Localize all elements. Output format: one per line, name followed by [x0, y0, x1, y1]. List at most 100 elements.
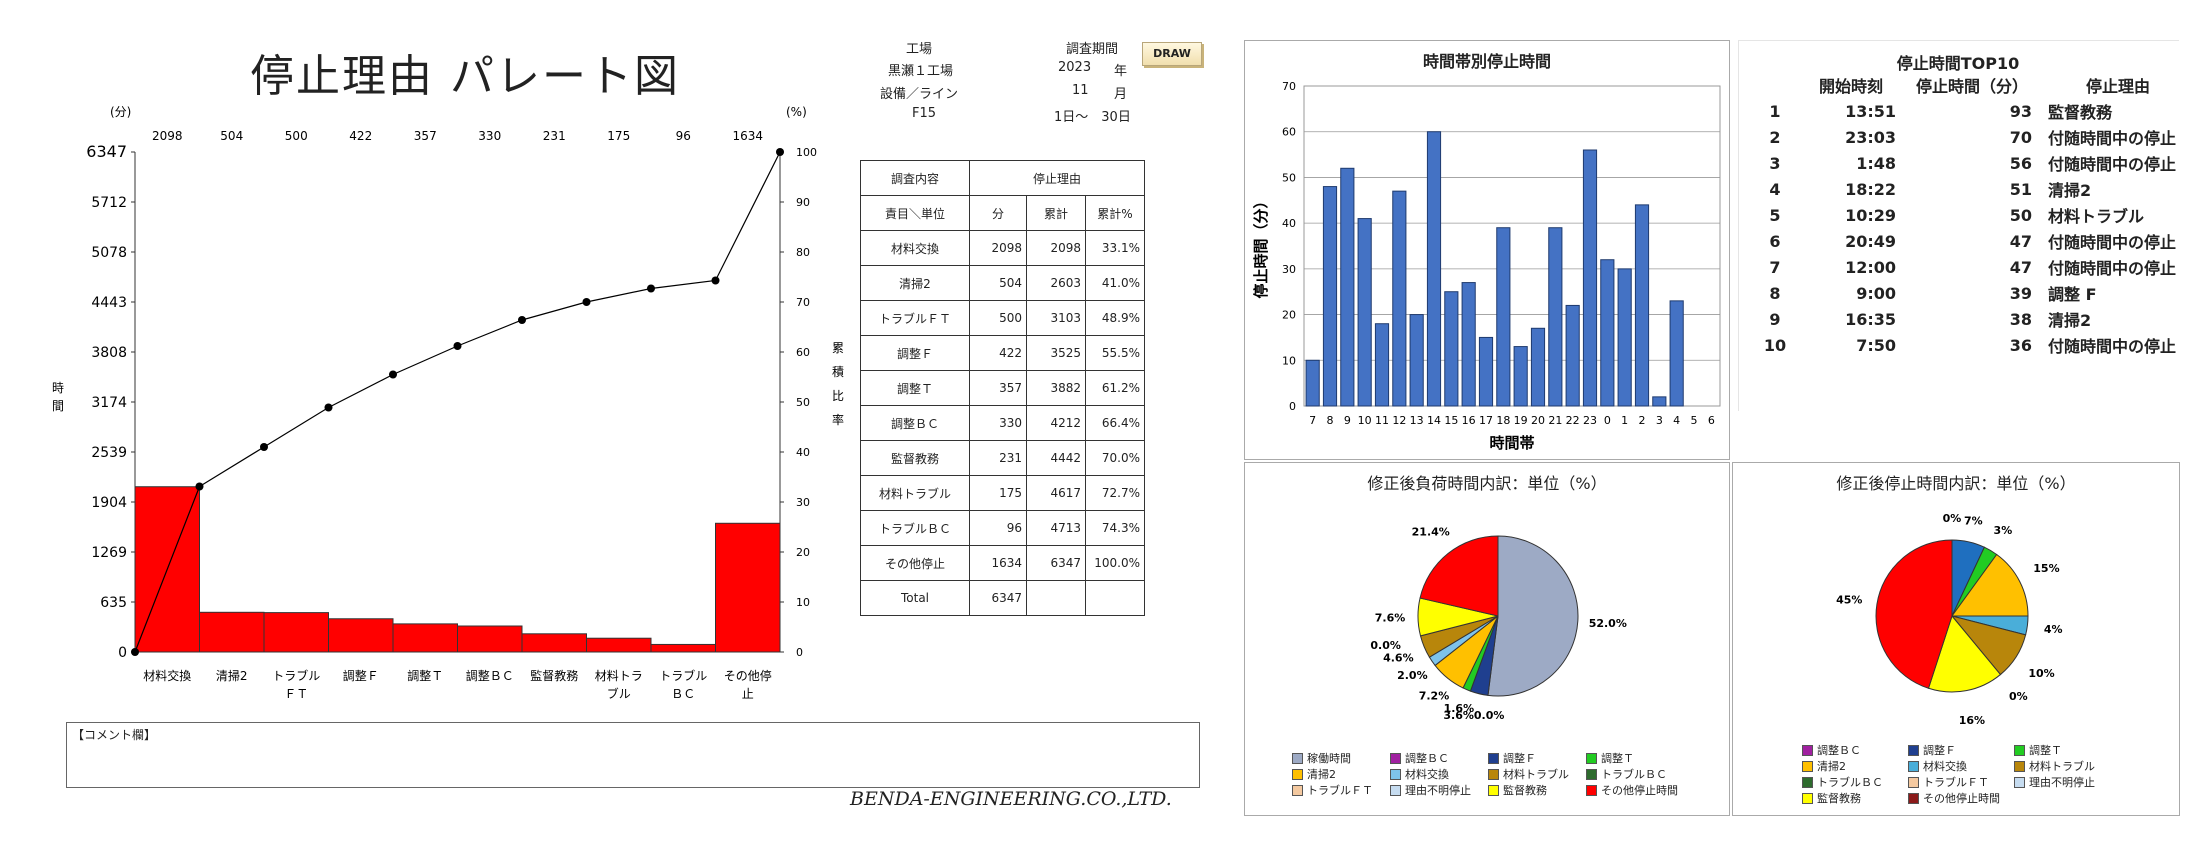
summary-cell: 231: [969, 440, 1027, 476]
legend-item: 材料交換: [1908, 758, 1967, 774]
top10-cell: 9: [1769, 309, 1781, 329]
pareto-title: 停止理由 パレート図: [250, 51, 680, 102]
legend-item: トラブルＢＣ: [1802, 774, 1883, 790]
bar-value-label: 330: [478, 129, 501, 143]
x-tick-label: 14: [1427, 414, 1441, 427]
company-name: BENDA-ENGINEERING.CO.,LTD.: [850, 788, 1172, 810]
hourly-bar: [1669, 300, 1684, 407]
top10-cell: 93: [2009, 101, 2032, 121]
x-tick-label: 17: [1479, 414, 1493, 427]
x-tick-label: 7: [1309, 414, 1316, 427]
bar-value-label: 504: [220, 129, 243, 143]
summary-cell: 100.0%: [1085, 545, 1145, 581]
summary-cell: 55.5%: [1085, 335, 1145, 371]
summary-cell: 504: [969, 265, 1027, 301]
summary-cell: 33.1%: [1085, 230, 1145, 266]
legend-item: 稼働時間: [1292, 750, 1351, 766]
summary-row: その他停止 1634 6347 100.0%: [860, 545, 1145, 581]
legend-item: その他停止時間: [1908, 790, 2000, 806]
top10-cell: 13:51: [1845, 101, 1896, 121]
legend-swatch: [1586, 784, 1597, 796]
top10-row: 4 18:22 51 清掃2: [1752, 176, 2196, 202]
hourly-bar: [1340, 167, 1355, 407]
legend-label: 調整Ｆ: [1923, 744, 1956, 757]
y2-tick-label: 10: [796, 596, 810, 609]
month-unit: 月: [1114, 87, 1128, 102]
summary-cell: 材料トラブル: [860, 475, 970, 511]
top10-cell: 清掃2: [2048, 181, 2092, 200]
category-label: 調整Ｔ: [407, 668, 443, 683]
summary-cell: 清掃2: [860, 265, 970, 301]
y2-tick-label: 0: [796, 646, 803, 659]
top10-cell: 5: [1769, 205, 1781, 225]
draw-button[interactable]: DRAW: [1142, 42, 1202, 66]
category-label: 清掃2: [216, 668, 248, 683]
x-axis-title: 時間帯: [1489, 434, 1534, 452]
summary-cell: 41.0%: [1085, 265, 1145, 301]
legend-swatch: [1390, 784, 1401, 796]
legend-item: 監督教務: [1488, 782, 1547, 798]
y-tick-label: 0: [118, 645, 127, 661]
legend-label: その他停止時間: [1923, 792, 2000, 805]
hourly-chart-title: 時間帯別停止時間: [1422, 52, 1551, 71]
legend-item: その他停止時間: [1586, 782, 1678, 798]
bar-value-label: 500: [285, 129, 308, 143]
category-label: 止: [742, 687, 754, 701]
legend-label: 稼働時間: [1307, 752, 1351, 765]
stop-pie-title: 修正後停止時間内訳：単位（%）: [1836, 474, 2076, 493]
y2-tick-label: 90: [796, 196, 810, 209]
legend-item: 調整ＢＣ: [1802, 742, 1861, 758]
top10-cell: 付随時間中の停止: [2048, 155, 2177, 174]
y2-tick-label: 100: [796, 146, 817, 159]
comment-box[interactable]: [66, 722, 1200, 788]
category-label: ＢＣ: [671, 687, 695, 701]
legend-label: 理由不明停止: [1405, 784, 1471, 797]
summary-row: トラブルＦＴ 500 3103 48.9%: [860, 300, 1145, 336]
top10-cell: 7:50: [1856, 335, 1896, 355]
category-label: ブル: [607, 686, 631, 701]
hourly-bar: [1496, 227, 1511, 407]
hourly-bar: [1374, 323, 1390, 407]
load-pie-title: 修正後負荷時間内訳：単位（%）: [1367, 474, 1607, 493]
y2-tick-label: 20: [796, 546, 810, 559]
legend-item: 監督教務: [1802, 790, 1861, 806]
legend-swatch: [1802, 776, 1813, 788]
cumulative-point: [647, 284, 655, 293]
summary-cell: 3103: [1026, 300, 1086, 336]
summary-cell: 4212: [1026, 405, 1086, 441]
cumulative-point: [389, 370, 397, 379]
summary-cell: 422: [969, 335, 1027, 371]
bar-value-label: 1634: [732, 129, 763, 143]
x-tick-label: 21: [1548, 414, 1562, 427]
legend-label: トラブルＦＴ: [1923, 776, 1989, 789]
summary-cell: 48.9%: [1085, 300, 1145, 336]
summary-cell: 4442: [1026, 440, 1086, 476]
top10-cell: 23:03: [1845, 127, 1896, 147]
pie-label: 7.6%: [1375, 611, 1406, 624]
pie-label: 21.4%: [1412, 526, 1450, 539]
pareto-bar: [650, 643, 716, 653]
pie-label: 10%: [2028, 667, 2054, 680]
x-tick-label: 22: [1566, 414, 1580, 427]
legend-swatch: [1488, 768, 1499, 780]
legend-item: 材料トラブル: [1488, 766, 1569, 782]
top10-cell: 付随時間中の停止: [2048, 233, 2177, 252]
pareto-bar: [715, 522, 781, 653]
cumulative-point: [260, 443, 268, 451]
summary-row: 調整ＢＣ 330 4212 66.4%: [860, 405, 1145, 441]
category-label: トラブル: [272, 668, 320, 683]
x-tick-label: 0: [1604, 414, 1611, 427]
top10-cell: 20:49: [1845, 231, 1896, 251]
y-tick-label: 50: [1282, 171, 1296, 184]
legend-swatch: [1802, 792, 1813, 804]
top10-cell: 12:00: [1845, 257, 1896, 277]
y-tick-label: 20: [1282, 309, 1296, 322]
summary-cell: 調整Ｆ: [860, 335, 970, 371]
top10-cell: 付随時間中の停止: [2048, 259, 2177, 278]
cumulative-point: [324, 403, 333, 412]
legend-swatch: [1488, 784, 1499, 796]
bar-value-label: 96: [676, 129, 691, 143]
year-unit: 年: [1114, 64, 1128, 79]
legend-label: 材料トラブル: [2029, 760, 2095, 773]
pie-slice: [1951, 553, 2029, 617]
